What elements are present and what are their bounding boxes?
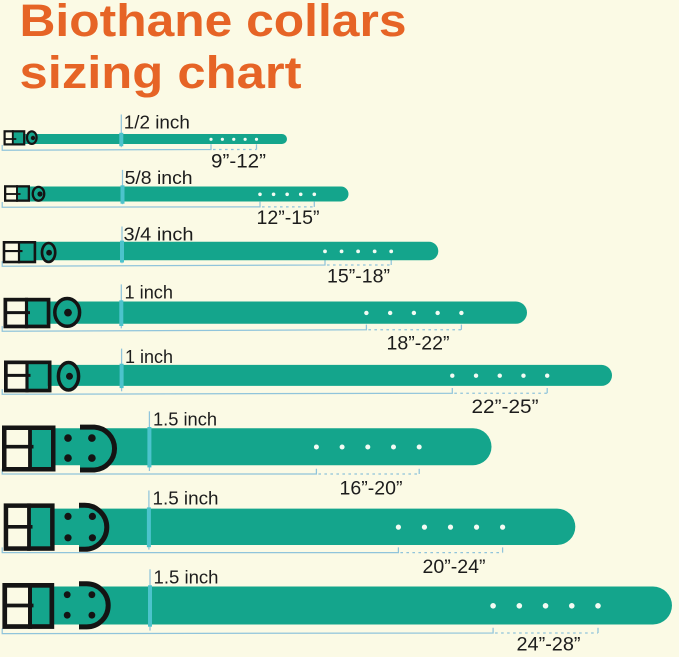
svg-text:18”-22”: 18”-22” xyxy=(387,333,450,355)
svg-text:Biothane collars: Biothane collars xyxy=(20,0,407,46)
svg-text:1.5 inch: 1.5 inch xyxy=(153,410,217,430)
svg-text:1/2 inch: 1/2 inch xyxy=(124,113,190,133)
svg-text:15”-18”: 15”-18” xyxy=(327,265,390,287)
svg-text:1 inch: 1 inch xyxy=(125,283,174,303)
svg-text:24”-28”: 24”-28” xyxy=(517,633,581,652)
svg-text:1.5 inch: 1.5 inch xyxy=(153,489,219,509)
svg-text:22”-25”: 22”-25” xyxy=(472,396,539,418)
svg-text:1 inch: 1 inch xyxy=(125,347,173,367)
svg-text:20”-24”: 20”-24” xyxy=(423,556,486,578)
svg-text:sizing chart: sizing chart xyxy=(20,47,302,98)
svg-text:12”-15”: 12”-15” xyxy=(257,207,320,229)
svg-text:3/4 inch: 3/4 inch xyxy=(124,225,194,245)
svg-text:1.5 inch: 1.5 inch xyxy=(154,568,219,588)
svg-text:5/8 inch: 5/8 inch xyxy=(125,168,193,188)
svg-text:16”-20”: 16”-20” xyxy=(340,478,403,500)
svg-text:9”-12”: 9”-12” xyxy=(211,150,266,172)
